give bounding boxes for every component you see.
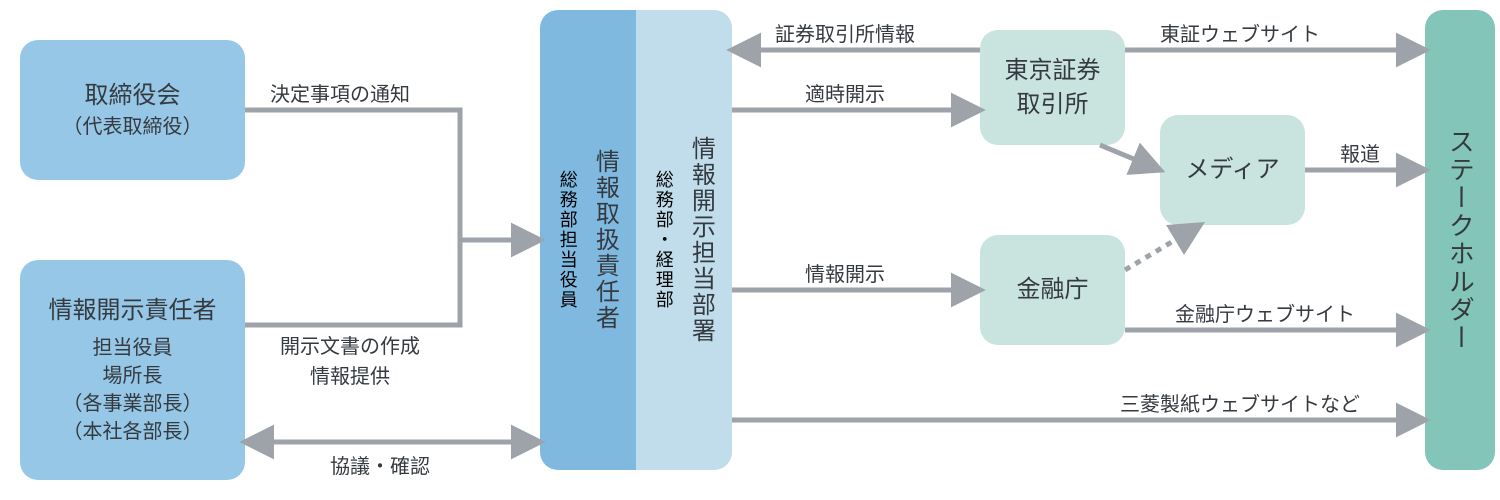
edge-officer-handler [245, 240, 460, 325]
label-consult: 協議・確認 [330, 450, 430, 479]
node-handler-title: 情報取扱責任者 [588, 149, 622, 331]
node-board-subtitle: （代表取締役） [63, 113, 203, 141]
label-disclose: 情報開示 [805, 258, 885, 287]
edge-board-handler [245, 110, 540, 240]
node-officer-line-0: 担当役員 [93, 334, 173, 362]
label-tse-info: 証券取引所情報 [775, 18, 915, 47]
node-dept-subtitle: 総務部・経理部 [651, 170, 676, 310]
edge-fsa-media [1125, 225, 1200, 270]
node-handler-subtitle: 総務部担当役員 [555, 170, 580, 310]
node-media: メディア [1160, 115, 1305, 225]
node-officer-title: 情報開示責任者 [49, 294, 217, 328]
node-stake-title: ステークホルダー [1442, 128, 1478, 352]
node-dept-title: 情報開示担当部署 [684, 136, 718, 344]
node-tse: 東京証券 取引所 [980, 30, 1125, 145]
label-report: 報道 [1340, 138, 1380, 167]
node-dept: 総務部・経理部 情報開示担当部署 [636, 10, 732, 470]
label-board-handler: 決定事項の通知 [270, 78, 410, 107]
node-stake: ステークホルダー [1425, 10, 1495, 470]
label-timely: 適時開示 [805, 78, 885, 107]
node-officer-line-2: （各事業部長） [63, 390, 203, 418]
label-tse-web: 東証ウェブサイト [1160, 18, 1320, 47]
node-fsa-title: 金融庁 [1017, 273, 1089, 307]
label-fsa-web: 金融庁ウェブサイト [1175, 298, 1355, 327]
node-officer-line-1: 場所長 [103, 362, 163, 390]
node-tse-title: 東京証券 取引所 [1005, 54, 1101, 121]
label-company-web: 三菱製紙ウェブサイトなど [1120, 388, 1360, 417]
node-media-title: メディア [1185, 153, 1279, 187]
node-officer-line-3: （本社各部長） [63, 418, 203, 446]
node-handler: 総務部担当役員 情報取扱責任者 [540, 10, 636, 470]
node-fsa: 金融庁 [980, 235, 1125, 345]
node-officer: 情報開示責任者 担当役員 場所長 （各事業部長） （本社各部長） [20, 260, 245, 480]
node-board-title: 取締役会 [85, 79, 181, 113]
label-officer-handler: 開示文書の作成 情報提供 [280, 332, 420, 392]
edge-tse-media [1100, 145, 1160, 170]
node-board: 取締役会 （代表取締役） [20, 40, 245, 180]
